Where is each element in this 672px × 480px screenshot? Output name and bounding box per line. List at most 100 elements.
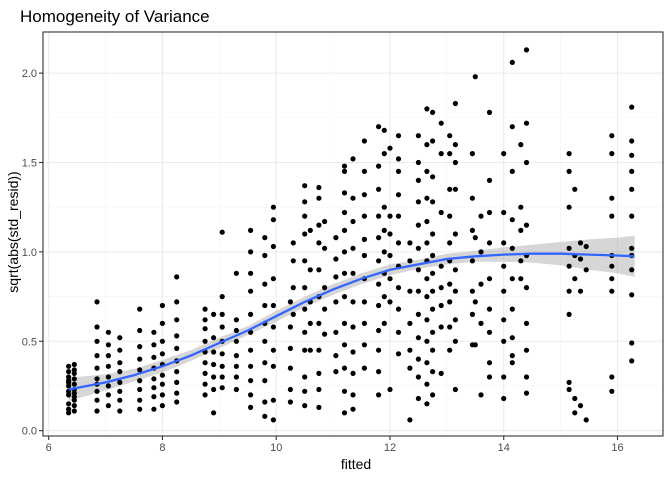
data-point xyxy=(174,399,180,405)
data-point xyxy=(350,195,356,201)
data-point xyxy=(361,192,367,198)
data-point xyxy=(501,338,507,344)
data-point xyxy=(262,413,268,419)
data-point xyxy=(629,152,635,158)
data-point xyxy=(566,168,572,174)
data-point xyxy=(307,347,313,353)
data-point xyxy=(316,240,322,246)
data-point xyxy=(66,406,72,412)
data-point xyxy=(452,386,458,393)
data-point xyxy=(233,338,239,344)
smooth-line xyxy=(68,252,635,391)
data-point xyxy=(137,327,143,334)
data-point xyxy=(316,347,322,353)
data-point xyxy=(350,406,356,412)
data-point xyxy=(248,363,254,369)
data-point xyxy=(350,299,356,305)
data-point xyxy=(137,386,143,393)
y-tick-label: 2.0 xyxy=(22,68,37,80)
data-point xyxy=(316,195,322,201)
data-point xyxy=(381,204,387,210)
data-point xyxy=(117,408,123,414)
data-point xyxy=(523,120,530,126)
data-point xyxy=(248,347,254,353)
data-point xyxy=(424,381,430,387)
data-point xyxy=(287,399,293,405)
data-point xyxy=(350,392,356,398)
data-point xyxy=(302,329,308,335)
data-point xyxy=(424,218,430,225)
data-point xyxy=(159,392,165,398)
data-point xyxy=(518,258,524,264)
data-point xyxy=(509,59,515,65)
data-point xyxy=(438,151,444,157)
data-point xyxy=(430,270,436,276)
data-point xyxy=(94,338,100,344)
data-point xyxy=(609,276,615,282)
data-point xyxy=(629,340,635,346)
data-point xyxy=(407,320,413,326)
data-point xyxy=(333,274,339,280)
data-point xyxy=(361,342,367,348)
data-point xyxy=(350,349,356,355)
data-point xyxy=(472,299,478,305)
data-point xyxy=(387,299,393,305)
data-point xyxy=(424,106,430,112)
data-point xyxy=(430,199,436,205)
data-point xyxy=(430,329,436,335)
data-point xyxy=(341,342,348,348)
data-point xyxy=(430,174,436,180)
data-point xyxy=(469,258,475,264)
data-point xyxy=(105,353,111,359)
data-point xyxy=(486,177,493,183)
data-point xyxy=(302,347,308,353)
y-tick-label: 1.5 xyxy=(22,157,37,169)
data-point xyxy=(523,47,530,53)
data-point xyxy=(307,320,313,326)
data-point xyxy=(478,249,484,255)
data-point xyxy=(270,217,276,223)
data-point xyxy=(316,267,322,273)
data-point xyxy=(117,397,123,403)
data-point xyxy=(262,302,268,309)
data-point xyxy=(341,227,348,233)
data-point xyxy=(333,329,339,335)
data-point xyxy=(447,347,453,353)
data-point xyxy=(424,168,430,174)
data-point xyxy=(447,213,453,219)
data-point xyxy=(66,392,72,398)
data-point xyxy=(486,306,493,312)
data-point xyxy=(609,288,615,294)
data-point xyxy=(248,249,254,255)
data-point xyxy=(174,390,180,396)
data-point xyxy=(219,311,225,317)
data-point xyxy=(159,372,165,378)
data-point xyxy=(307,227,313,233)
data-point xyxy=(478,392,484,398)
data-point xyxy=(381,294,387,300)
data-point xyxy=(629,245,635,251)
data-point xyxy=(469,227,475,233)
data-point xyxy=(486,360,493,366)
data-point xyxy=(376,235,382,241)
data-point xyxy=(629,104,635,110)
data-point xyxy=(302,285,308,291)
data-point xyxy=(509,124,515,130)
data-point xyxy=(270,302,276,309)
data-point xyxy=(66,401,72,407)
data-point xyxy=(248,227,254,233)
data-point xyxy=(566,245,572,251)
data-point xyxy=(333,235,339,241)
data-point xyxy=(322,331,328,337)
data-point xyxy=(452,267,458,273)
data-point xyxy=(174,333,180,339)
data-point xyxy=(248,311,254,317)
data-point xyxy=(290,258,296,264)
data-point xyxy=(438,120,444,126)
data-point xyxy=(438,209,444,216)
data-point xyxy=(307,267,313,273)
data-point xyxy=(219,351,225,357)
data-point xyxy=(66,369,72,375)
data-point xyxy=(523,320,530,326)
data-point xyxy=(174,379,180,385)
